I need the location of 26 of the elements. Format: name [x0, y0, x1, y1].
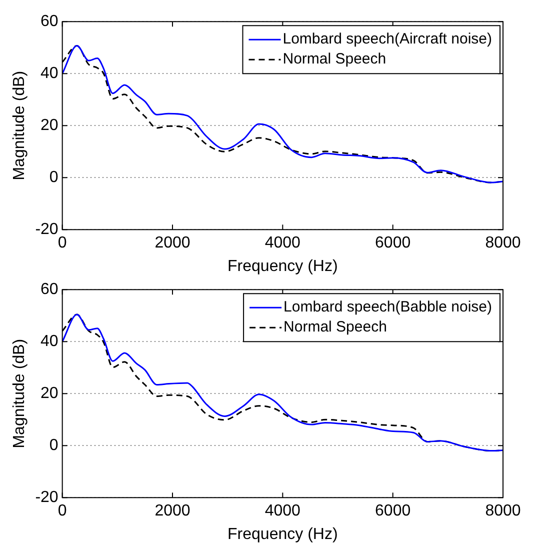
x-tick-label: 8000: [485, 234, 521, 252]
legend-label: Normal Speech: [282, 50, 386, 68]
x-axis-title: Frequency (Hz): [228, 526, 338, 543]
x-tick-label: 2000: [154, 234, 190, 252]
y-tick-label: 20: [40, 385, 58, 402]
legend-label: Lombard speech(Aircraft noise): [282, 30, 492, 48]
y-tick-label: 0: [49, 437, 58, 454]
y-tick-label: 60: [40, 13, 58, 30]
y-tick-label: 20: [40, 117, 58, 134]
y-axis-title: Magnitude (dB): [11, 70, 28, 180]
x-tick-label: 4000: [264, 502, 301, 520]
x-tick-label: 6000: [375, 502, 411, 520]
y-tick-label: 40: [40, 65, 58, 82]
y-tick-label: 0: [49, 169, 58, 186]
legend-label: Normal Speech: [284, 318, 387, 336]
x-tick-label: 6000: [375, 234, 411, 252]
y-axis-title: Magnitude (dB): [11, 338, 28, 448]
x-tick-label: 4000: [264, 234, 301, 252]
y-tick-label: -20: [35, 221, 58, 238]
x-tick-label: 8000: [485, 502, 521, 520]
y-tick-label: 60: [40, 281, 58, 298]
legend-label: Lombard speech(Babble noise): [284, 298, 492, 316]
y-tick-label: 40: [40, 333, 58, 350]
x-tick-label: 2000: [154, 502, 190, 520]
y-tick-label: -20: [35, 489, 58, 506]
x-axis-title: Frequency (Hz): [228, 258, 338, 275]
